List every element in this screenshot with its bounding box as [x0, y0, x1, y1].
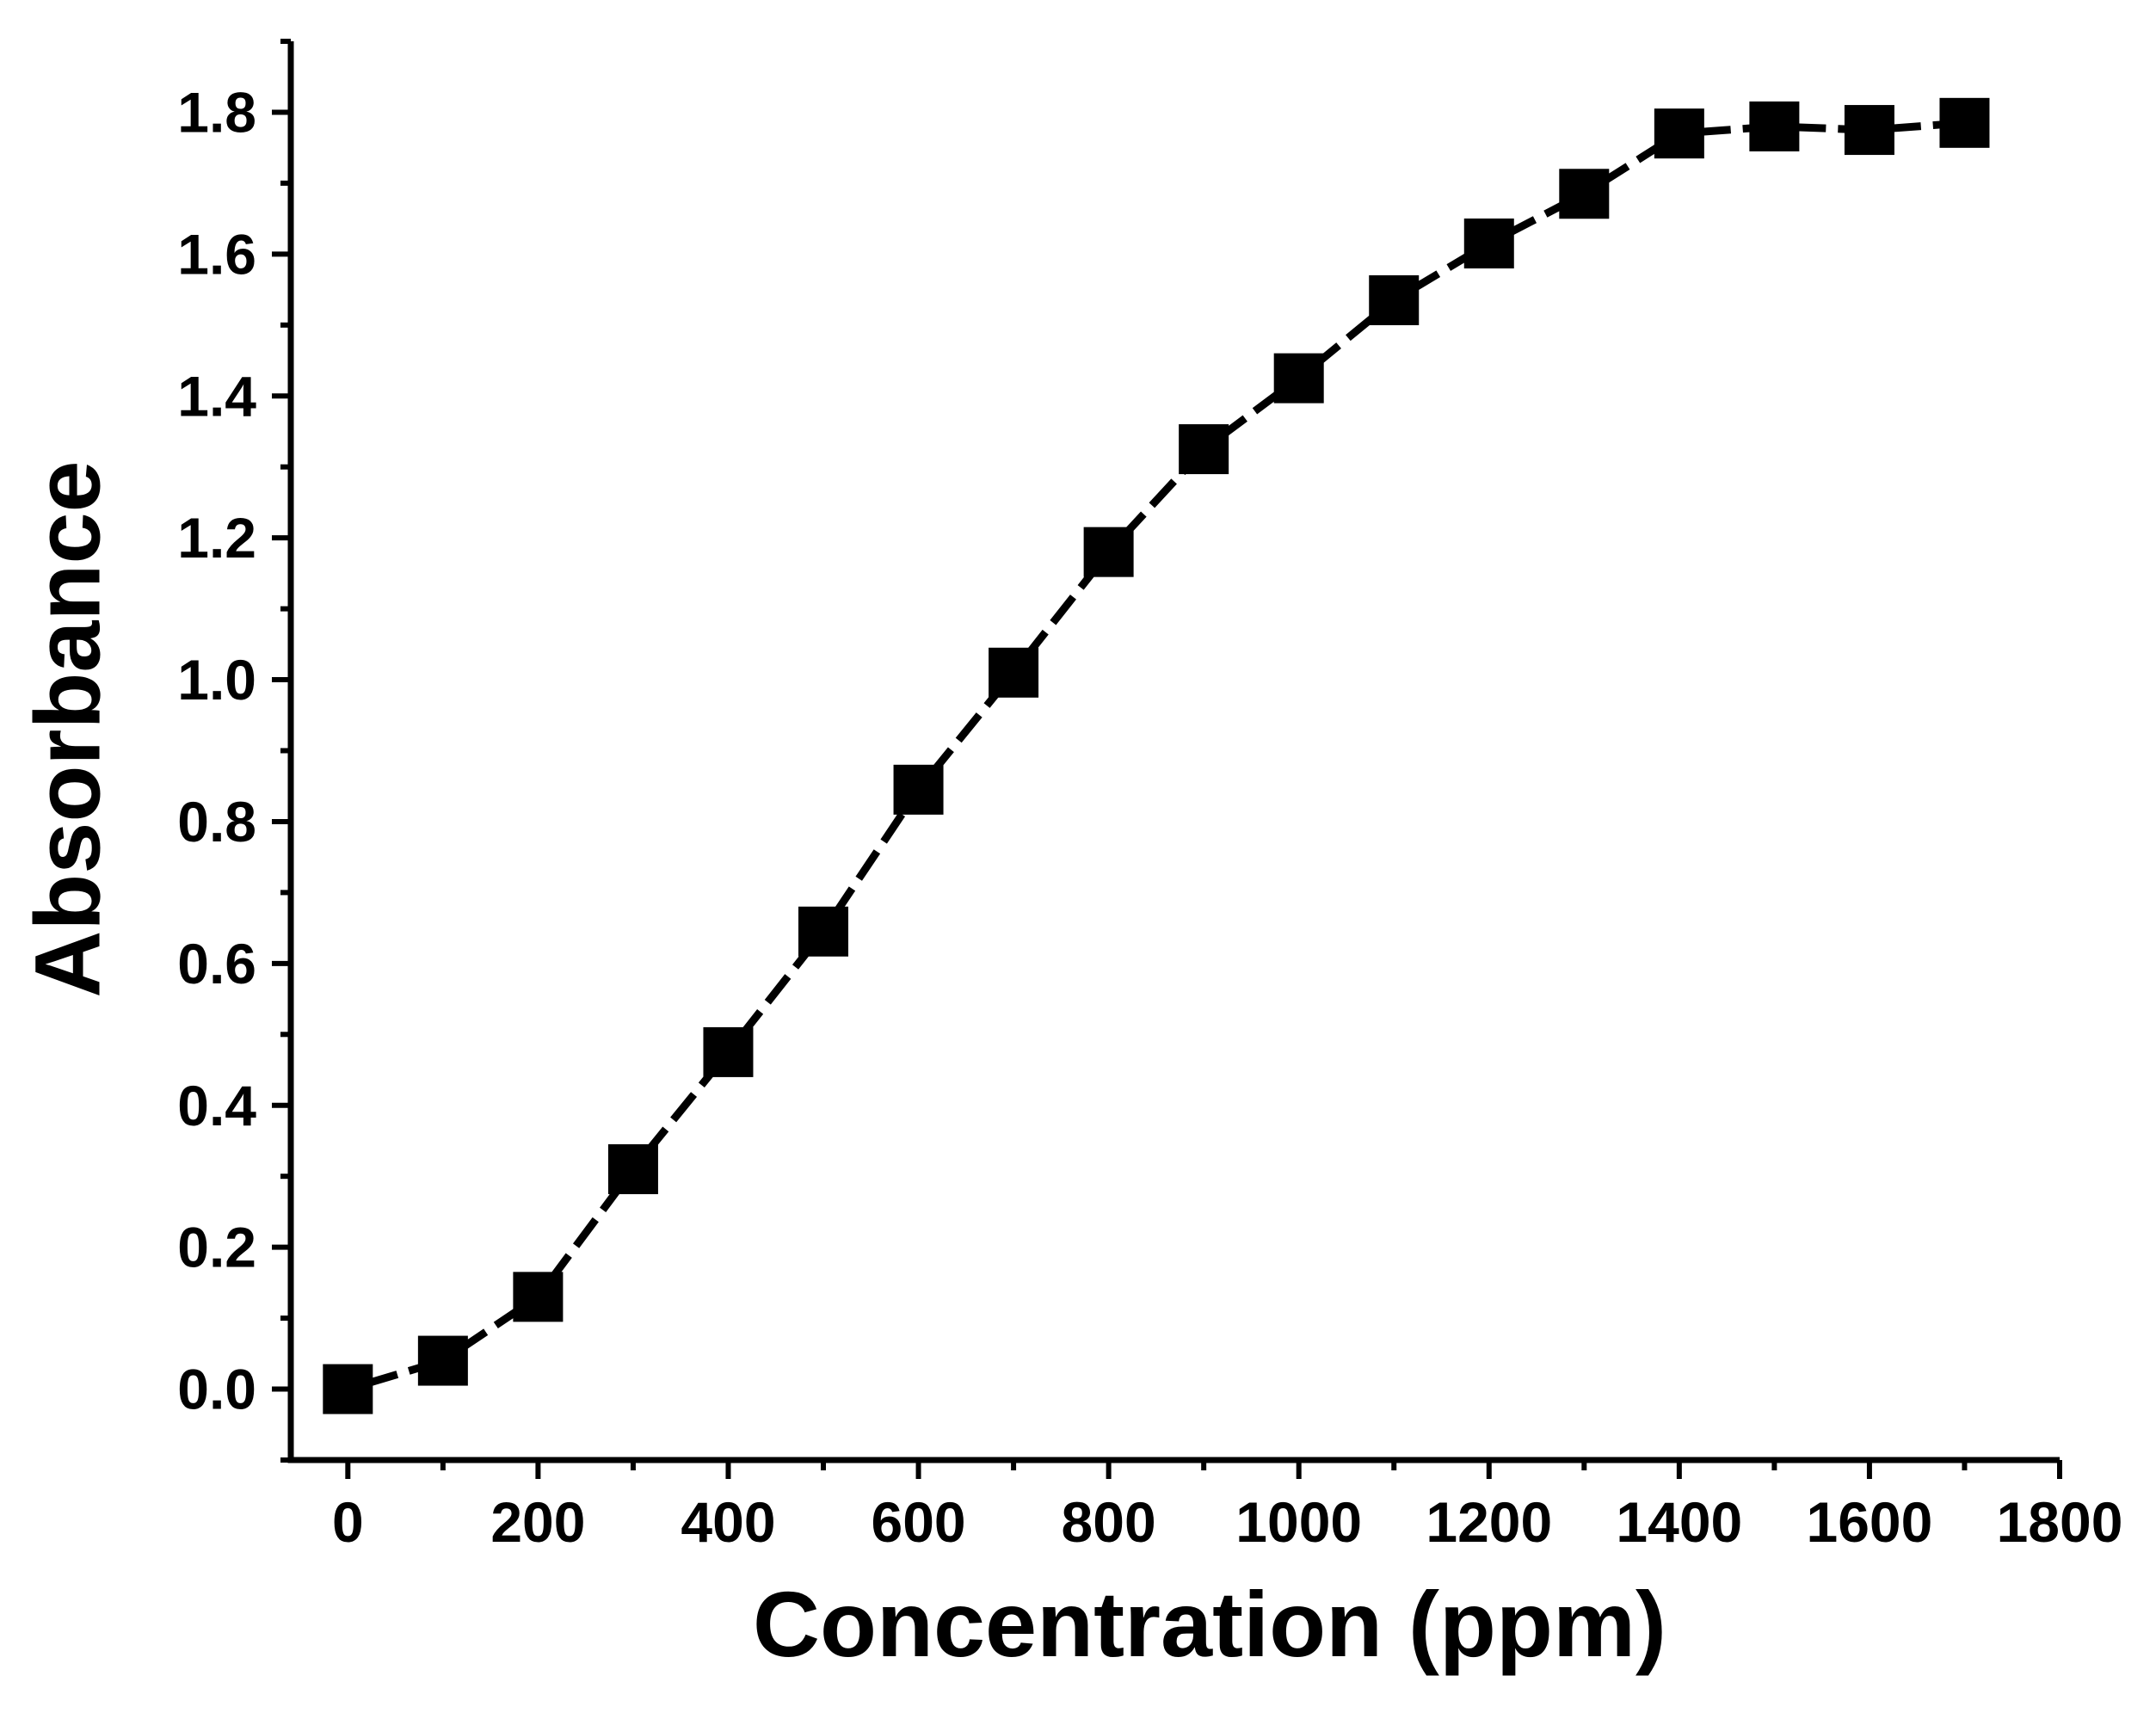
y-tick-label: 1.6 [177, 222, 256, 286]
labels-group: 0.0 0.2 0.4 0.6 0.8 1.0 1.2 1.4 1.6 1.8 0 200 400 600… [15, 80, 2123, 1676]
y-tick-label: 0.2 [177, 1216, 256, 1279]
data-point-marker [323, 1364, 373, 1414]
x-tick-label: 1400 [1616, 1490, 1742, 1554]
data-point-marker [1939, 97, 1990, 148]
data-point-marker [1273, 353, 1324, 404]
y-tick-label: 1.4 [177, 364, 256, 428]
data-point-marker [1369, 274, 1420, 325]
data-point-marker [513, 1272, 564, 1322]
y-tick-label: 0.4 [177, 1074, 256, 1137]
x-tick-label: 1200 [1426, 1490, 1552, 1554]
x-tick-label: 400 [681, 1490, 775, 1554]
y-tick-label: 0.6 [177, 932, 256, 995]
x-tick-label: 800 [1062, 1490, 1156, 1554]
x-axis-title: Concentration (ppm) [753, 1572, 1666, 1676]
data-point-marker [989, 647, 1039, 698]
y-tick-label: 1.8 [177, 80, 256, 144]
x-tick-label: 0 [332, 1490, 364, 1554]
data-point-marker [417, 1335, 468, 1386]
x-tick-label: 200 [490, 1490, 585, 1554]
y-tick-label: 0.8 [177, 790, 256, 853]
y-axis-title: Absorbance [15, 460, 120, 997]
x-tick-label: 1600 [1807, 1490, 1933, 1554]
x-tick-label: 1800 [1997, 1490, 2123, 1554]
data-point-marker [1083, 527, 1134, 577]
x-tick-label: 1000 [1235, 1490, 1362, 1554]
data-point-marker [1844, 105, 1894, 156]
data-point-marker [1559, 169, 1610, 219]
data-point-marker [607, 1143, 658, 1194]
data-point-marker [798, 906, 849, 957]
data-point-marker [1463, 218, 1514, 268]
data-point-marker [703, 1026, 754, 1077]
series-marker-group [323, 97, 1990, 1414]
y-tick-label: 1.0 [177, 648, 256, 712]
data-point-marker [1749, 101, 1800, 151]
data-point-marker [1179, 424, 1229, 475]
data-point-marker [1654, 108, 1704, 159]
axes-group [272, 39, 2062, 1479]
y-tick-label: 1.2 [177, 506, 256, 570]
y-tick-label: 0.0 [177, 1358, 256, 1421]
x-tick-label: 600 [871, 1490, 965, 1554]
data-point-marker [893, 764, 944, 815]
